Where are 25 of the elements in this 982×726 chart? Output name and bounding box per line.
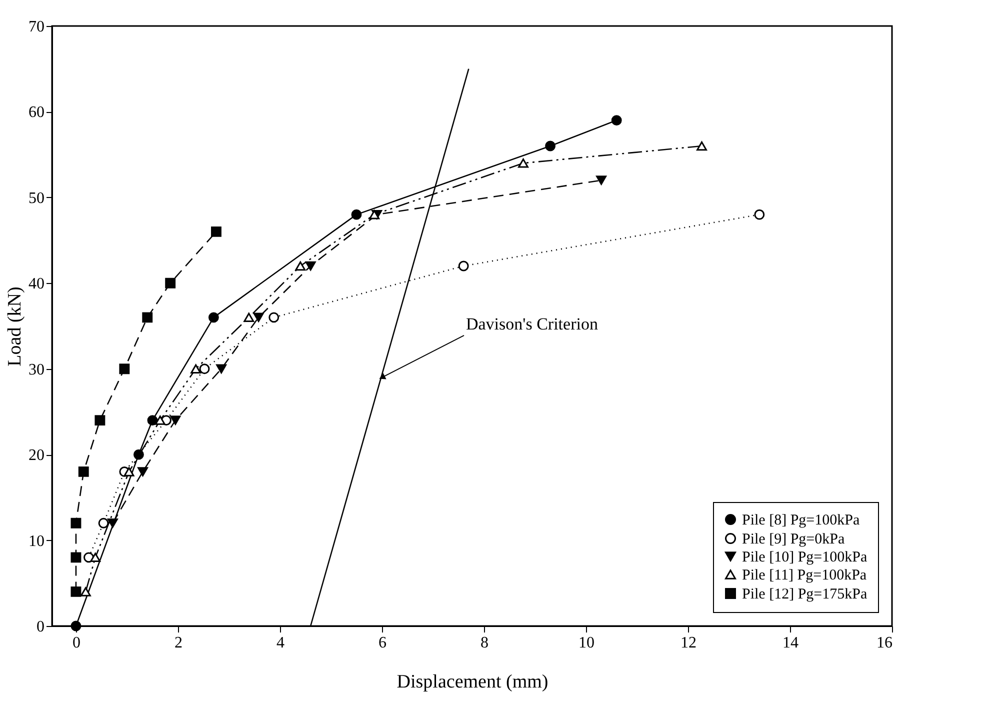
y-tick-label: 30 xyxy=(28,361,44,378)
x-tick-label: 14 xyxy=(782,634,798,652)
y-tick-label: 20 xyxy=(28,447,44,464)
x-tick-label: 12 xyxy=(680,634,696,652)
annotation: Davison's Criterion xyxy=(466,314,598,334)
y-axis-title: Load (kN) xyxy=(4,286,26,366)
y-tick-label: 40 xyxy=(28,276,44,293)
x-tick-label: 8 xyxy=(480,634,488,652)
legend-label: Pile [12] Pg=175kPa xyxy=(742,586,868,602)
x-tick-label: 6 xyxy=(378,634,386,652)
x-tick-label: 10 xyxy=(578,634,594,652)
y-tick-label: 70 xyxy=(28,18,44,36)
x-tick-label: 2 xyxy=(174,634,182,652)
y-tick-label: 50 xyxy=(28,190,44,207)
x-tick-label: 0 xyxy=(72,634,80,652)
legend-label: Pile [8] Pg=100kPa xyxy=(742,512,860,528)
x-axis-title: Displacement (mm) xyxy=(396,672,548,692)
y-tick-label: 0 xyxy=(36,618,44,636)
legend-label: Pile [9] Pg=0kPa xyxy=(742,532,845,548)
legend-label: Pile [11] Pg=100kPa xyxy=(742,568,867,584)
legend-label: Pile [10] Pg=100kPa xyxy=(742,550,868,566)
x-tick-label: 16 xyxy=(876,634,892,652)
y-tick-label: 60 xyxy=(28,104,44,122)
x-tick-label: 4 xyxy=(276,634,284,652)
y-tick-label: 10 xyxy=(28,532,44,550)
